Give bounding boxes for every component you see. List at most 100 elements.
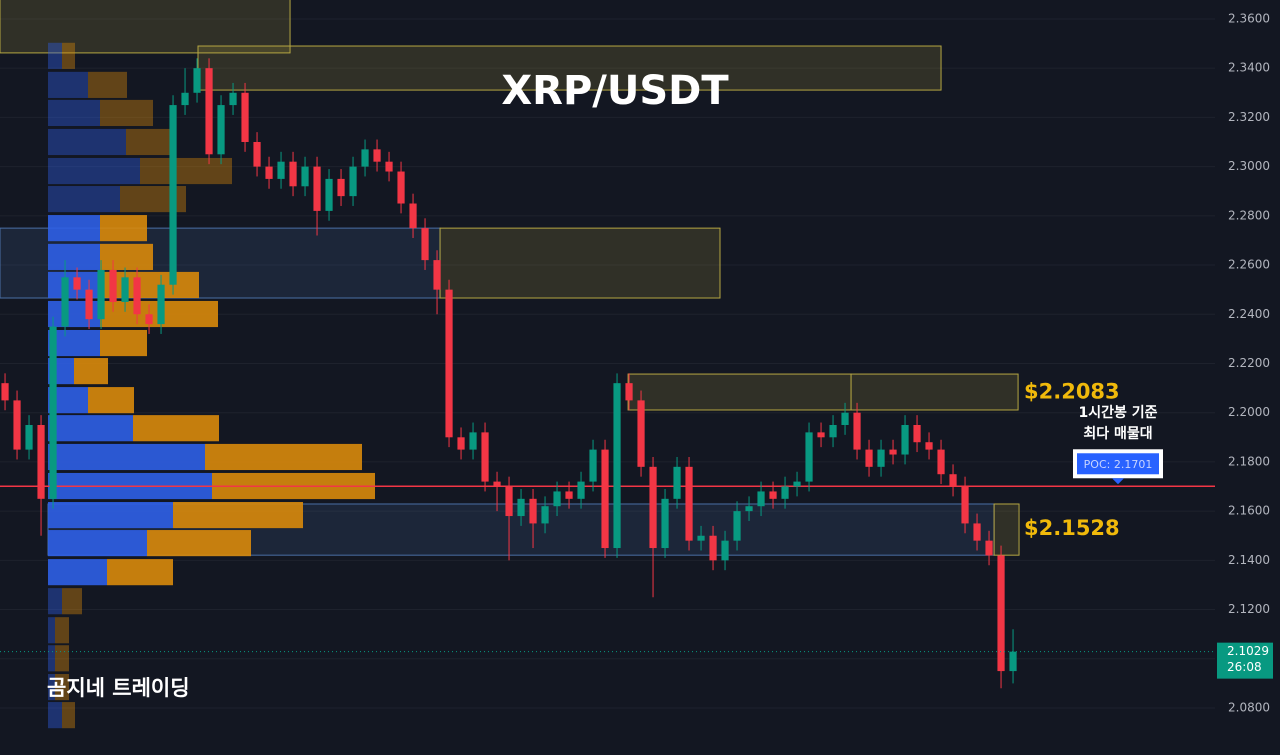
- poc-pointer: [1112, 478, 1124, 485]
- volume-profile: [48, 42, 375, 729]
- candle-body: [121, 277, 129, 302]
- zone: [0, 0, 291, 54]
- volume-sell: [140, 157, 232, 185]
- volume-buy: [48, 530, 147, 557]
- price-tag: [1217, 642, 1273, 679]
- zone: [439, 227, 721, 299]
- volume-buy: [48, 329, 100, 357]
- volume-buy: [48, 559, 107, 586]
- candle-body: [697, 535, 705, 541]
- candle-body: [241, 92, 249, 142]
- zone: [850, 373, 1019, 411]
- candle-body: [145, 314, 153, 325]
- y-tick-label: 2.1400: [1228, 553, 1270, 567]
- level-label: $2.2083: [1024, 379, 1120, 403]
- candle-body: [397, 171, 405, 204]
- y-tick-label: 2.3000: [1228, 159, 1270, 173]
- volume-sell: [55, 674, 69, 701]
- note-line: 최다 매물대: [1083, 426, 1152, 442]
- candle-body: [769, 491, 777, 499]
- candle-body: [589, 449, 597, 482]
- volume-sell: [133, 415, 219, 442]
- volume-buy: [48, 215, 100, 242]
- volume-sell: [62, 42, 75, 69]
- candle-body: [409, 203, 417, 229]
- poc-badge-inner: [1077, 453, 1159, 475]
- volume-sell: [88, 71, 127, 98]
- volume-buy: [48, 617, 55, 644]
- candle-body: [361, 149, 369, 167]
- candle-body: [433, 260, 441, 290]
- y-tick-label: 2.2000: [1228, 405, 1270, 419]
- candle-body: [565, 491, 573, 499]
- candle-body: [865, 449, 873, 467]
- candle-body: [505, 486, 513, 517]
- y-tick-label: 2.1200: [1228, 602, 1270, 616]
- volume-sell: [55, 617, 69, 644]
- candle-body: [925, 442, 933, 450]
- candle-body: [1, 383, 9, 401]
- candle-body: [457, 437, 465, 450]
- candle-body: [289, 161, 297, 187]
- watermark: 곰지네 트레이딩: [47, 676, 190, 700]
- candle-body: [445, 289, 453, 438]
- chart-title: XRP/USDT: [501, 68, 729, 114]
- candle-body: [1009, 651, 1017, 672]
- candle-body: [85, 289, 93, 320]
- candle-body: [937, 449, 945, 475]
- y-tick-label: 2.1600: [1228, 504, 1270, 518]
- volume-sell: [100, 99, 153, 127]
- candle-body: [469, 432, 477, 450]
- y-tick-label: 2.1800: [1228, 454, 1270, 468]
- candle-body: [721, 540, 729, 561]
- candle-body: [265, 166, 273, 179]
- level-label: $2.1528: [1024, 516, 1120, 540]
- candle-body: [685, 466, 693, 541]
- volume-buy: [48, 415, 133, 442]
- candle-body: [169, 105, 177, 285]
- candle-body: [949, 474, 957, 487]
- candle-body: [913, 424, 921, 443]
- candle-body: [745, 506, 753, 512]
- volume-buy: [48, 42, 62, 69]
- candle-body: [97, 269, 105, 320]
- volume-sell: [88, 387, 134, 414]
- volume-buy: [48, 501, 173, 529]
- candle-body: [841, 412, 849, 425]
- volume-sell: [147, 530, 251, 557]
- candle-body: [553, 491, 561, 507]
- candle-body: [373, 149, 381, 162]
- candle-body: [517, 498, 525, 517]
- candle-body: [385, 161, 393, 172]
- candle-body: [889, 449, 897, 455]
- candle-body: [601, 449, 609, 549]
- candle-body: [277, 161, 285, 179]
- candle-body: [541, 506, 549, 524]
- candle-body: [973, 523, 981, 541]
- volume-buy: [48, 702, 62, 729]
- y-tick-label: 2.2800: [1228, 208, 1270, 222]
- candle-body: [529, 498, 537, 524]
- candle-body: [181, 92, 189, 106]
- candle-body: [637, 400, 645, 467]
- volume-sell: [126, 128, 173, 156]
- candle-body: [337, 178, 345, 197]
- candle-body: [901, 424, 909, 455]
- candle-body: [829, 424, 837, 438]
- candle-body: [625, 383, 633, 401]
- y-tick-label: 2.2400: [1228, 307, 1270, 321]
- candle-body: [421, 228, 429, 261]
- y-tick-label: 2.0800: [1228, 700, 1270, 714]
- volume-sell: [74, 358, 108, 385]
- candle-body: [61, 277, 69, 327]
- y-tick-label: 2.3200: [1228, 110, 1270, 124]
- candle-body: [253, 141, 261, 167]
- zone: [627, 373, 852, 411]
- volume-buy: [48, 443, 205, 471]
- candle-body: [661, 498, 669, 549]
- volume-sell: [62, 588, 82, 615]
- volume-buy: [48, 186, 120, 213]
- y-tick-label: 2.3400: [1228, 61, 1270, 75]
